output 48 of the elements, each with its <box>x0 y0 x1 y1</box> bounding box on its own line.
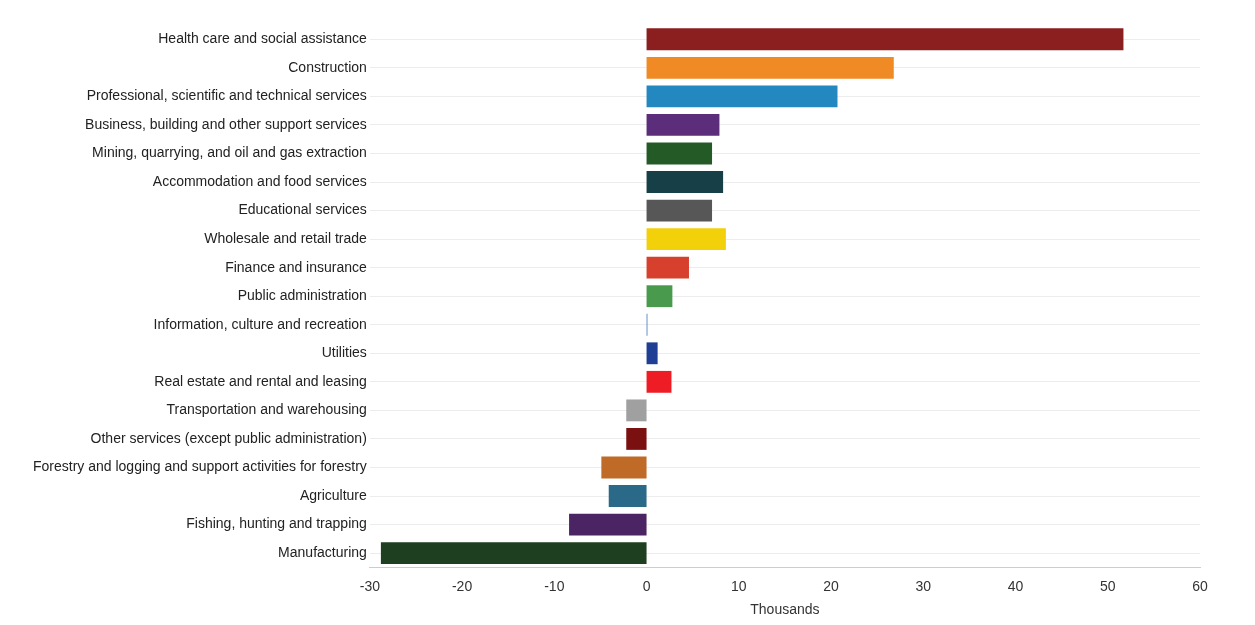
bar <box>646 28 1124 51</box>
x-axis-title: Thousands <box>750 601 820 618</box>
y-tick-label: Finance and insurance <box>225 258 368 275</box>
y-tick-label: Fishing, hunting and trapping <box>186 515 367 532</box>
bar <box>601 456 647 479</box>
x-tick-label: 30 <box>915 577 932 594</box>
x-tick-label: -30 <box>359 577 381 594</box>
y-tick-label: Real estate and rental and leasing <box>154 372 367 389</box>
y-tick-label: Wholesale and retail trade <box>204 229 368 246</box>
y-tick-label: Educational services <box>238 201 367 218</box>
x-tick-label: 60 <box>1192 577 1208 594</box>
bar <box>646 56 894 79</box>
y-tick-label: Agriculture <box>299 486 368 503</box>
bar <box>646 142 713 165</box>
y-tick-label: Forestry and logging and support activities for forestry <box>33 458 367 475</box>
y-tick-label: Information, culture and recreation <box>153 315 367 332</box>
y-tick-label: Utilities <box>321 344 367 361</box>
y-tick-label: Business, building and other support services <box>85 115 367 132</box>
y-tick-label: Construction <box>288 58 367 75</box>
bar <box>646 342 658 365</box>
bar <box>626 428 647 450</box>
x-tick-label: 40 <box>1007 577 1024 594</box>
x-tick-label: 0 <box>642 577 651 594</box>
bar <box>646 228 726 251</box>
bar <box>646 199 713 222</box>
x-tick-label: 20 <box>823 577 840 594</box>
x-tick-label: 50 <box>1099 577 1116 594</box>
y-tick-label: Public administration <box>237 287 367 304</box>
bar <box>569 513 647 536</box>
bar <box>646 85 838 108</box>
bar <box>646 171 724 193</box>
x-tick-label: -20 <box>451 577 473 594</box>
y-tick-label: Health care and social assistance <box>158 30 368 47</box>
bar <box>626 399 647 422</box>
x-tick-label: -10 <box>544 577 565 594</box>
y-tick-label: Transportation and warehousing <box>166 401 367 418</box>
y-tick-label: Other services (except public administration) <box>90 429 367 446</box>
bar <box>608 485 647 507</box>
bar <box>380 542 647 565</box>
y-tick-label: Manufacturing <box>278 543 367 560</box>
x-tick-label: 10 <box>731 577 747 594</box>
bar <box>646 285 673 308</box>
bar <box>646 114 720 136</box>
bar <box>646 370 672 393</box>
y-tick-label: Professional, scientific and technical services <box>86 87 367 104</box>
y-tick-label: Accommodation and food services <box>152 172 367 189</box>
bar <box>646 256 689 279</box>
y-tick-label: Mining, quarrying, and oil and gas extraction <box>92 144 367 161</box>
